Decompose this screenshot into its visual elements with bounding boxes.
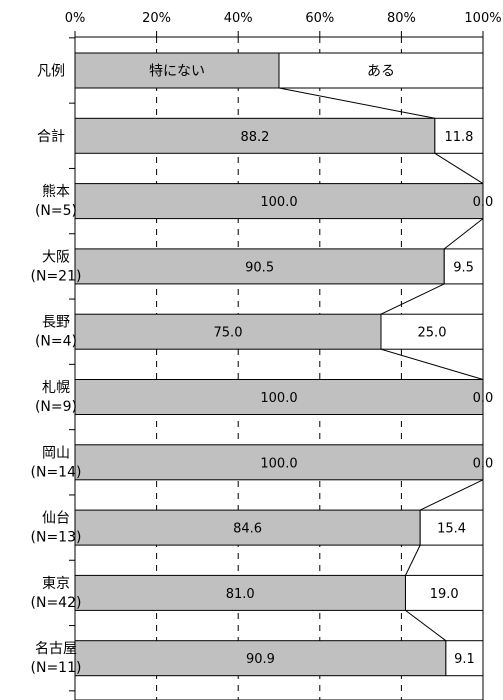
category-sublabel: (N=14) (31, 464, 82, 480)
legend-swatch-none (74, 52, 280, 89)
series-line (434, 152, 484, 185)
bar-segment-some (445, 640, 484, 677)
x-tick-label: 100% (464, 11, 501, 26)
data-label-none: 100.0 (260, 195, 297, 210)
data-label-some: 11.8 (444, 130, 473, 145)
category-sublabel: (N=11) (31, 660, 82, 676)
x-tick-label: 40% (224, 11, 253, 26)
bar-segment-none (74, 640, 447, 677)
legend-swatch-some (278, 52, 484, 89)
bar-segment-some (380, 313, 484, 350)
category-label: 仙台 (42, 511, 70, 527)
series-line (419, 479, 484, 511)
data-label-none: 81.0 (226, 587, 255, 602)
category-label: 熊本 (42, 184, 70, 200)
data-label-some: 9.1 (454, 652, 475, 667)
bar-segment-none (74, 183, 484, 220)
data-label-none: 88.2 (240, 130, 269, 145)
data-label-some: 0.0 (473, 456, 494, 471)
category-sublabel: (N=4) (35, 334, 77, 350)
category-sublabel: (N=13) (31, 530, 82, 546)
series-line (405, 544, 421, 576)
legend-row-label: 凡例 (37, 64, 65, 80)
legend-label-some: ある (367, 64, 395, 80)
data-label-some: 0.0 (473, 391, 494, 406)
series-line (278, 87, 435, 119)
series-line (380, 348, 484, 380)
category-label: 東京 (42, 576, 70, 592)
data-label-none: 84.6 (233, 522, 262, 537)
data-label-none: 100.0 (260, 456, 297, 471)
series-line (443, 218, 484, 250)
data-label-none: 90.5 (245, 260, 274, 275)
data-label-none: 100.0 (260, 391, 297, 406)
category-label: 合計 (37, 129, 65, 145)
category-label: 岡山 (42, 445, 70, 461)
bar-segment-none (74, 313, 382, 350)
data-label-none: 90.9 (246, 652, 275, 667)
bar-segment-some (434, 117, 484, 154)
category-label: 長野 (42, 315, 70, 331)
data-label-some: 0.0 (473, 195, 494, 210)
bar-segment-none (74, 509, 421, 546)
series-line (405, 610, 447, 642)
category-sublabel: (N=42) (31, 595, 82, 611)
category-sublabel: (N=21) (31, 268, 82, 284)
x-tick-label: 0% (65, 11, 86, 26)
category-label: 札幌 (42, 380, 70, 396)
bar-segment-some (443, 248, 484, 285)
bar-segment-some (419, 509, 484, 546)
bar-segment-none (74, 117, 436, 154)
bar-segment-none (74, 444, 484, 481)
data-label-some: 19.0 (430, 587, 459, 602)
data-label-some: 15.4 (437, 522, 466, 537)
data-label-none: 75.0 (214, 326, 243, 341)
x-tick-label: 60% (305, 11, 334, 26)
category-sublabel: (N=9) (35, 399, 77, 415)
category-sublabel: (N=5) (35, 203, 77, 219)
x-tick-label: 20% (142, 11, 171, 26)
bar-segment-none (74, 379, 484, 415)
category-label: 大阪 (42, 249, 70, 265)
data-label-some: 25.0 (418, 326, 447, 341)
legend-label-none: 特にない (149, 64, 205, 80)
bar-segment-none (74, 248, 445, 285)
series-line (380, 283, 445, 315)
x-tick-label: 80% (387, 11, 416, 26)
data-label-some: 9.5 (453, 260, 474, 275)
category-label: 名古屋 (35, 641, 77, 657)
bar-segment-some (404, 574, 484, 611)
